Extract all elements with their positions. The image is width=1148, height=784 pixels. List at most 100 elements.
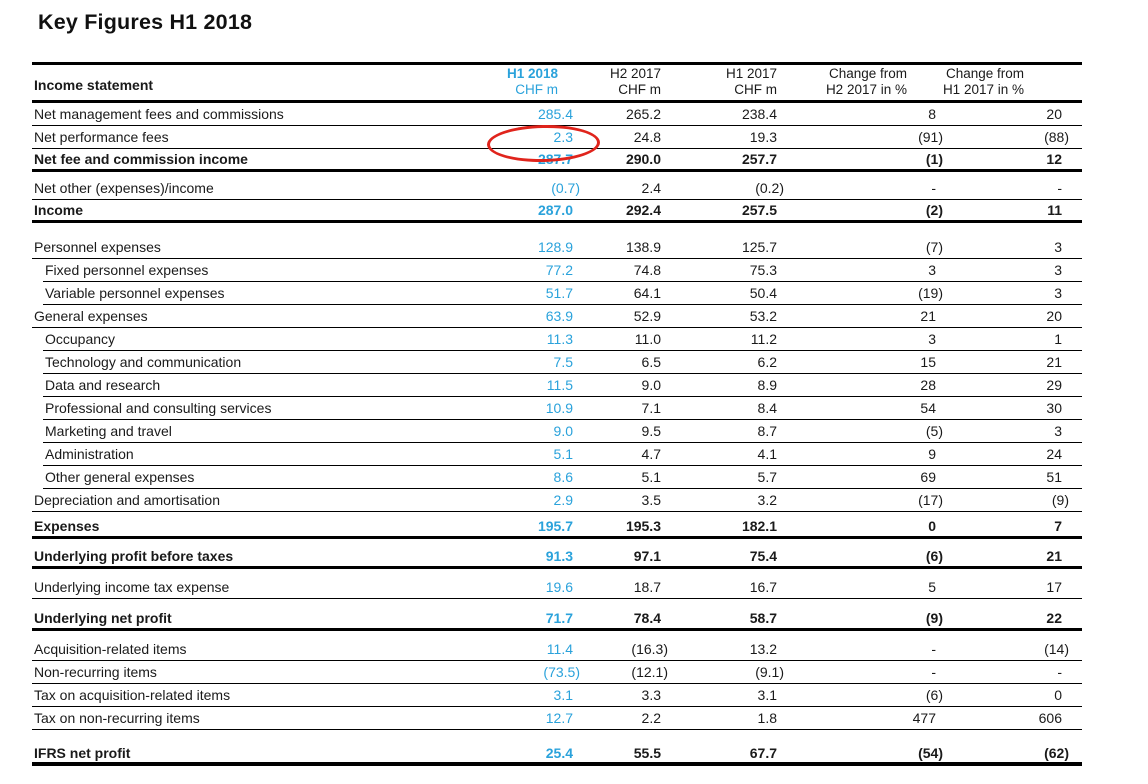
cell-change-h2-2017: 477 (912, 710, 936, 726)
cell-h1-2018: 287.0 (537, 202, 573, 218)
cell-change-h2-2017: (9) (925, 610, 943, 626)
cell-h1-2018: 2.9 (553, 492, 573, 508)
table-row: Net fee and commission income 287.7 290.0 2… (32, 149, 1082, 172)
row-label: Technology and communication (45, 354, 242, 370)
cell-change-h1-2017: (88) (1044, 129, 1069, 145)
cell-h1-2018: 11.3 (546, 331, 573, 347)
row-label: Occupancy (45, 331, 116, 347)
table-row: Depreciation and amortisation 2.9 3.5 3.2 (1… (32, 489, 1082, 512)
cell-change-h2-2017: 9 (928, 446, 936, 462)
cell-h1-2018: 195.7 (537, 518, 573, 534)
cell-change-h2-2017: - (931, 664, 936, 680)
cell-h1-2017: 125.7 (741, 239, 777, 255)
cell-h1-2018: 51.7 (545, 285, 573, 301)
row-label: Income (34, 202, 84, 218)
page-title: Key Figures H1 2018 (38, 10, 253, 34)
cell-change-h2-2017: 28 (920, 377, 936, 393)
cell-h1-2017: 257.5 (741, 202, 777, 218)
cell-change-h2-2017: (5) (925, 423, 943, 439)
cell-h1-2017: 19.3 (749, 129, 777, 145)
cell-h1-2017: 67.7 (749, 744, 777, 761)
cell-change-h2-2017: 54 (920, 400, 936, 416)
cell-h2-2017: 7.1 (641, 400, 661, 416)
table-row: Data and research 11.5 9.0 8.9 28 29 (43, 374, 1082, 397)
cell-change-h1-2017: 606 (1038, 710, 1062, 726)
row-label: Personnel expenses (34, 239, 161, 255)
cell-h1-2018: 10.9 (545, 400, 573, 416)
row-label: Depreciation and amortisation (34, 492, 220, 508)
cell-h2-2017: 292.4 (625, 202, 661, 218)
cell-h1-2018: 77.2 (545, 262, 573, 278)
cell-change-h2-2017: 3 (928, 331, 936, 347)
cell-h1-2017: 11.2 (750, 331, 777, 347)
income-statement-table: Income statement H1 2018 CHF m H2 2017 CHF … (32, 62, 1082, 766)
cell-h1-2017: 50.4 (749, 285, 777, 301)
row-label: Net management fees and commissions (34, 106, 284, 122)
row-label: Professional and consulting services (45, 400, 272, 416)
cell-change-h1-2017: 3 (1054, 262, 1062, 278)
cell-h1-2018: (0.7) (551, 180, 580, 196)
row-label: Variable personnel expenses (45, 285, 225, 301)
cell-h1-2018: 8.6 (553, 469, 573, 485)
column-header-change-h1-2017: Change from H1 2017 in % (942, 66, 1024, 97)
cell-h1-2017: (9.1) (755, 664, 784, 680)
row-label: Tax on acquisition-related items (34, 687, 231, 703)
cell-change-h2-2017: 3 (928, 262, 936, 278)
table-row: Acquisition-related items 11.4 (16.3) 13.2 -… (32, 638, 1082, 661)
cell-change-h1-2017: (9) (1051, 492, 1069, 508)
cell-change-h2-2017: (19) (918, 285, 943, 301)
cell-h2-2017: 3.5 (641, 492, 661, 508)
table-body: Net management fees and commissions 285.4… (32, 103, 1082, 766)
table-row: IFRS net profit 25.4 55.5 67.7 (54) (62) (32, 743, 1082, 766)
table-row: Expenses 195.7 195.3 182.1 0 7 (32, 516, 1082, 539)
column-header-change-h2-2017: Change from H2 2017 in % (825, 66, 907, 97)
cell-change-h1-2017: 22 (1046, 610, 1062, 626)
table-row: Variable personnel expenses 51.7 64.1 50.4 (… (43, 282, 1082, 305)
cell-h2-2017: 24.8 (633, 129, 661, 145)
cell-change-h2-2017: (17) (918, 492, 943, 508)
cell-h2-2017: 52.9 (633, 308, 661, 324)
column-header-h1-2017: H1 2017 CHF m (725, 66, 777, 97)
table-row: Marketing and travel 9.0 9.5 8.7 (5) 3 (43, 420, 1082, 443)
cell-h1-2017: 75.3 (749, 262, 777, 278)
cell-h2-2017: 18.7 (633, 579, 661, 595)
cell-h1-2018: 19.6 (545, 579, 573, 595)
row-label: Data and research (45, 377, 161, 393)
cell-h2-2017: 64.1 (633, 285, 661, 301)
cell-h1-2018: 63.9 (545, 308, 573, 324)
cell-change-h2-2017: 69 (920, 469, 936, 485)
row-label: Underlying net profit (34, 610, 172, 626)
cell-h1-2017: 8.7 (757, 423, 777, 439)
table-row: Administration 5.1 4.7 4.1 9 24 (43, 443, 1082, 466)
cell-change-h2-2017: - (931, 180, 936, 196)
cell-change-h1-2017: 3 (1054, 239, 1062, 255)
cell-h2-2017: 6.5 (641, 354, 661, 370)
row-label: Underlying income tax expense (34, 579, 230, 595)
cell-h1-2018: 71.7 (545, 610, 573, 626)
cell-h1-2018: 25.4 (545, 744, 573, 761)
cell-h2-2017: 2.2 (641, 710, 661, 726)
row-label: Expenses (34, 518, 100, 534)
cell-change-h1-2017: (14) (1044, 641, 1069, 657)
cell-h1-2017: 4.1 (757, 446, 777, 462)
cell-change-h2-2017: 0 (928, 518, 936, 534)
row-label: Net other (expenses)/income (34, 180, 214, 196)
table-row: Professional and consulting services 10.9… (43, 397, 1082, 420)
cell-change-h2-2017: (1) (925, 151, 943, 167)
cell-change-h1-2017: 51 (1046, 469, 1062, 485)
cell-h1-2018: 12.7 (545, 710, 573, 726)
cell-change-h1-2017: 7 (1054, 518, 1062, 534)
cell-h2-2017: 97.1 (633, 548, 661, 564)
cell-h1-2018: (73.5) (543, 664, 580, 680)
cell-change-h2-2017: (2) (925, 202, 943, 218)
cell-change-h1-2017: (62) (1044, 744, 1069, 761)
table-row: Other general expenses 8.6 5.1 5.7 69 51 (43, 466, 1082, 489)
table-header-label: Income statement (34, 77, 154, 93)
cell-h1-2017: 53.2 (749, 308, 777, 324)
cell-h2-2017: 2.4 (641, 180, 661, 196)
cell-h2-2017: (16.3) (631, 641, 668, 657)
row-label: Net performance fees (34, 129, 169, 145)
cell-h1-2018: 91.3 (545, 548, 573, 564)
cell-h1-2017: 75.4 (749, 548, 777, 564)
